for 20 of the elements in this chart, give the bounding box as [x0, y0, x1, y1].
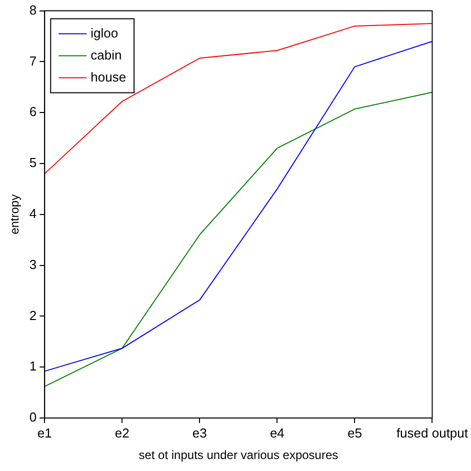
y-tick-label: 8: [29, 2, 37, 18]
x-tick-label: e5: [347, 425, 362, 440]
x-tick-label: e1: [37, 425, 52, 440]
y-tick-label: 0: [29, 410, 37, 425]
legend-label: igloo: [90, 25, 118, 40]
y-tick-label: 2: [29, 308, 37, 323]
y-tick-label: 7: [29, 53, 37, 68]
y-tick-label: 3: [29, 256, 37, 272]
legend-label: house: [90, 69, 126, 84]
legend-label: cabin: [90, 47, 122, 62]
x-axis-title: set ot inputs under various exposures: [138, 448, 338, 462]
y-tick-label: 1: [29, 358, 37, 374]
y-tick-label: 4: [29, 206, 37, 221]
y-tick-label: 6: [29, 104, 37, 120]
y-axis-title: entropy: [8, 194, 22, 234]
x-tick-label: e4: [270, 425, 284, 440]
x-tick-label: e2: [114, 425, 130, 440]
x-tick-label: e3: [192, 425, 207, 440]
x-tick-label: fused output: [396, 425, 468, 440]
y-tick-label: 5: [29, 155, 37, 170]
